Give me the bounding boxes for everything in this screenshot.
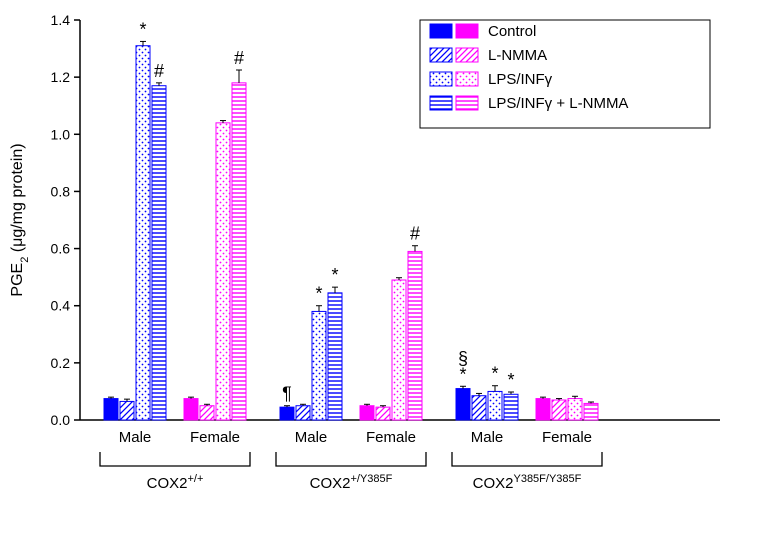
sex-label: Male: [119, 429, 152, 446]
legend-swatch: [430, 48, 452, 62]
bar: [104, 399, 118, 420]
bar: [280, 407, 294, 420]
bar: [536, 399, 550, 420]
svg-text:0.8: 0.8: [51, 183, 71, 199]
genotype-label: COX2Y385F/Y385F: [473, 473, 582, 492]
legend-swatch: [456, 96, 478, 110]
genotype-bracket: [100, 452, 250, 466]
significance-annotation: *: [491, 364, 498, 384]
svg-text:0.6: 0.6: [51, 241, 71, 257]
significance-annotation: §: [458, 348, 468, 368]
sex-label: Female: [366, 429, 416, 446]
bar: [456, 389, 470, 420]
y-axis-label: PGE2 (μg/mg protein): [9, 143, 31, 296]
bar: [312, 311, 326, 420]
bar: [408, 251, 422, 420]
significance-annotation: *: [315, 284, 322, 304]
genotype-bracket: [276, 452, 426, 466]
bar: [296, 406, 310, 420]
bar: [120, 401, 134, 420]
legend-swatch: [430, 96, 452, 110]
legend-swatch: [430, 24, 452, 38]
bar: [552, 400, 566, 420]
bar: [216, 123, 230, 420]
sex-label: Female: [190, 429, 240, 446]
svg-text:1.2: 1.2: [51, 69, 71, 85]
svg-text:0.2: 0.2: [51, 355, 71, 371]
legend-swatch: [430, 72, 452, 86]
significance-annotation: #: [154, 61, 164, 81]
bar: [200, 406, 214, 420]
significance-annotation: *: [507, 370, 514, 390]
chart-container: 0.0 0.2 0.4 0.6 0.8 1.0 1.2 1.4 PGE2 (μg/mg prot…: [0, 0, 760, 533]
significance-annotation: ¶: [282, 384, 292, 404]
bar: [472, 396, 486, 420]
bar: [328, 293, 342, 420]
legend-label: LPS/INFγ: [488, 71, 553, 88]
significance-annotation: #: [410, 224, 420, 244]
genotype-label: COX2+/+: [147, 473, 204, 492]
sex-label: Male: [471, 429, 504, 446]
bar: [392, 280, 406, 420]
svg-text:1.0: 1.0: [51, 126, 71, 142]
legend-swatch: [456, 72, 478, 86]
bar: [568, 399, 582, 420]
legend-label: Control: [488, 23, 536, 40]
bar: [376, 407, 390, 420]
bar: [136, 46, 150, 420]
svg-text:0.0: 0.0: [51, 412, 71, 428]
bar: [184, 399, 198, 420]
sex-label: Female: [542, 429, 592, 446]
chart-svg: 0.0 0.2 0.4 0.6 0.8 1.0 1.2 1.4 PGE2 (μg/mg prot…: [0, 0, 760, 533]
legend-label: L-NMMA: [488, 47, 547, 64]
legend-swatch: [456, 48, 478, 62]
bar: [504, 394, 518, 420]
legend-label: LPS/INFγ + L-NMMA: [488, 95, 628, 112]
bar: [360, 406, 374, 420]
bar: [488, 391, 502, 420]
sex-label: Male: [295, 429, 328, 446]
svg-text:0.4: 0.4: [51, 298, 71, 314]
genotype-bracket: [452, 452, 602, 466]
bar: [584, 403, 598, 420]
svg-text:1.4: 1.4: [51, 12, 71, 28]
significance-annotation: #: [234, 48, 244, 68]
genotype-label: COX2+/Y385F: [310, 473, 393, 492]
bar: [152, 86, 166, 420]
significance-annotation: *: [331, 265, 338, 285]
legend-swatch: [456, 24, 478, 38]
significance-annotation: *: [139, 19, 146, 39]
bar: [232, 83, 246, 420]
